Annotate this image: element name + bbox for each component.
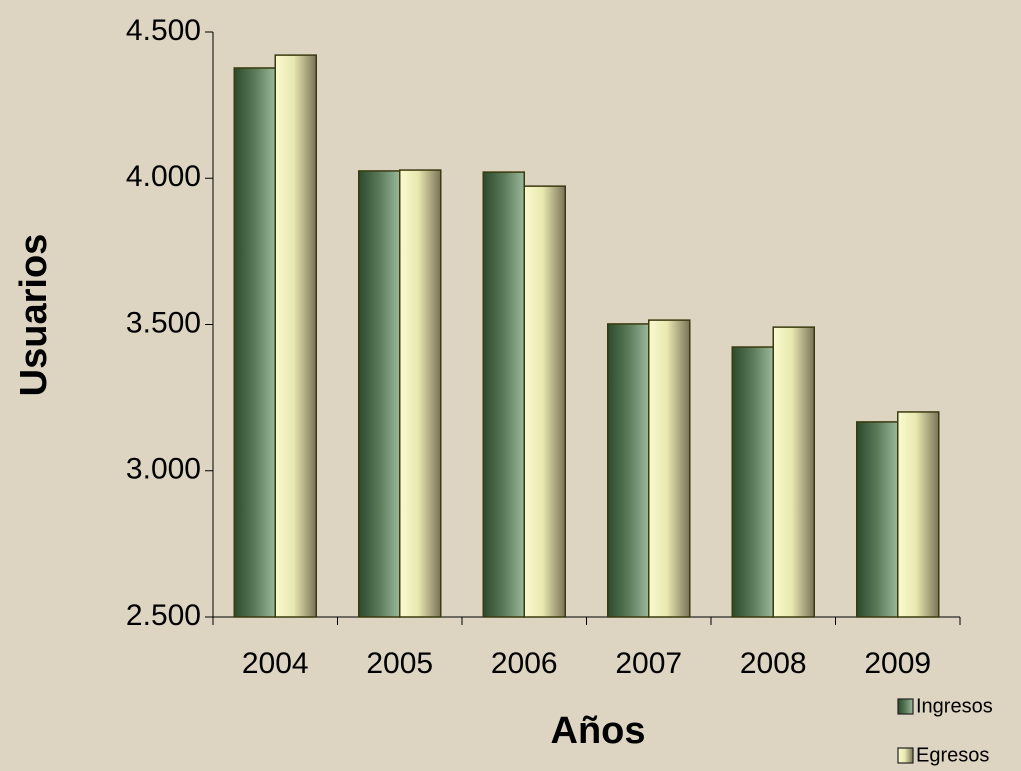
legend-swatch <box>897 747 914 764</box>
bar <box>274 54 317 618</box>
bar <box>648 319 691 618</box>
y-axis-title: Usuarios <box>13 234 55 397</box>
bar <box>897 411 940 618</box>
bar <box>358 170 401 618</box>
x-axis-title: Años <box>551 710 646 752</box>
legend-label: Ingresos <box>916 695 993 717</box>
y-tick-label: 3.500 <box>126 306 201 339</box>
y-tick-label: 4.000 <box>126 160 201 193</box>
bar <box>607 323 650 618</box>
legend-swatch <box>897 698 914 715</box>
bar <box>233 67 276 618</box>
bar <box>523 185 566 618</box>
y-tick-label: 4.500 <box>126 14 201 47</box>
legend-label: Egresos <box>916 744 989 766</box>
bar <box>399 169 442 618</box>
x-tick-label: 2007 <box>615 647 682 680</box>
x-tick-label: 2006 <box>491 647 558 680</box>
x-tick-label: 2005 <box>366 647 433 680</box>
bar <box>482 171 525 618</box>
y-tick-label: 2.500 <box>126 599 201 632</box>
bar <box>772 326 815 618</box>
bar <box>856 421 899 618</box>
bar <box>731 346 774 618</box>
y-tick-label: 3.000 <box>126 453 201 486</box>
x-tick-label: 2009 <box>864 647 931 680</box>
x-tick-label: 2004 <box>242 647 309 680</box>
x-tick-label: 2008 <box>740 647 807 680</box>
